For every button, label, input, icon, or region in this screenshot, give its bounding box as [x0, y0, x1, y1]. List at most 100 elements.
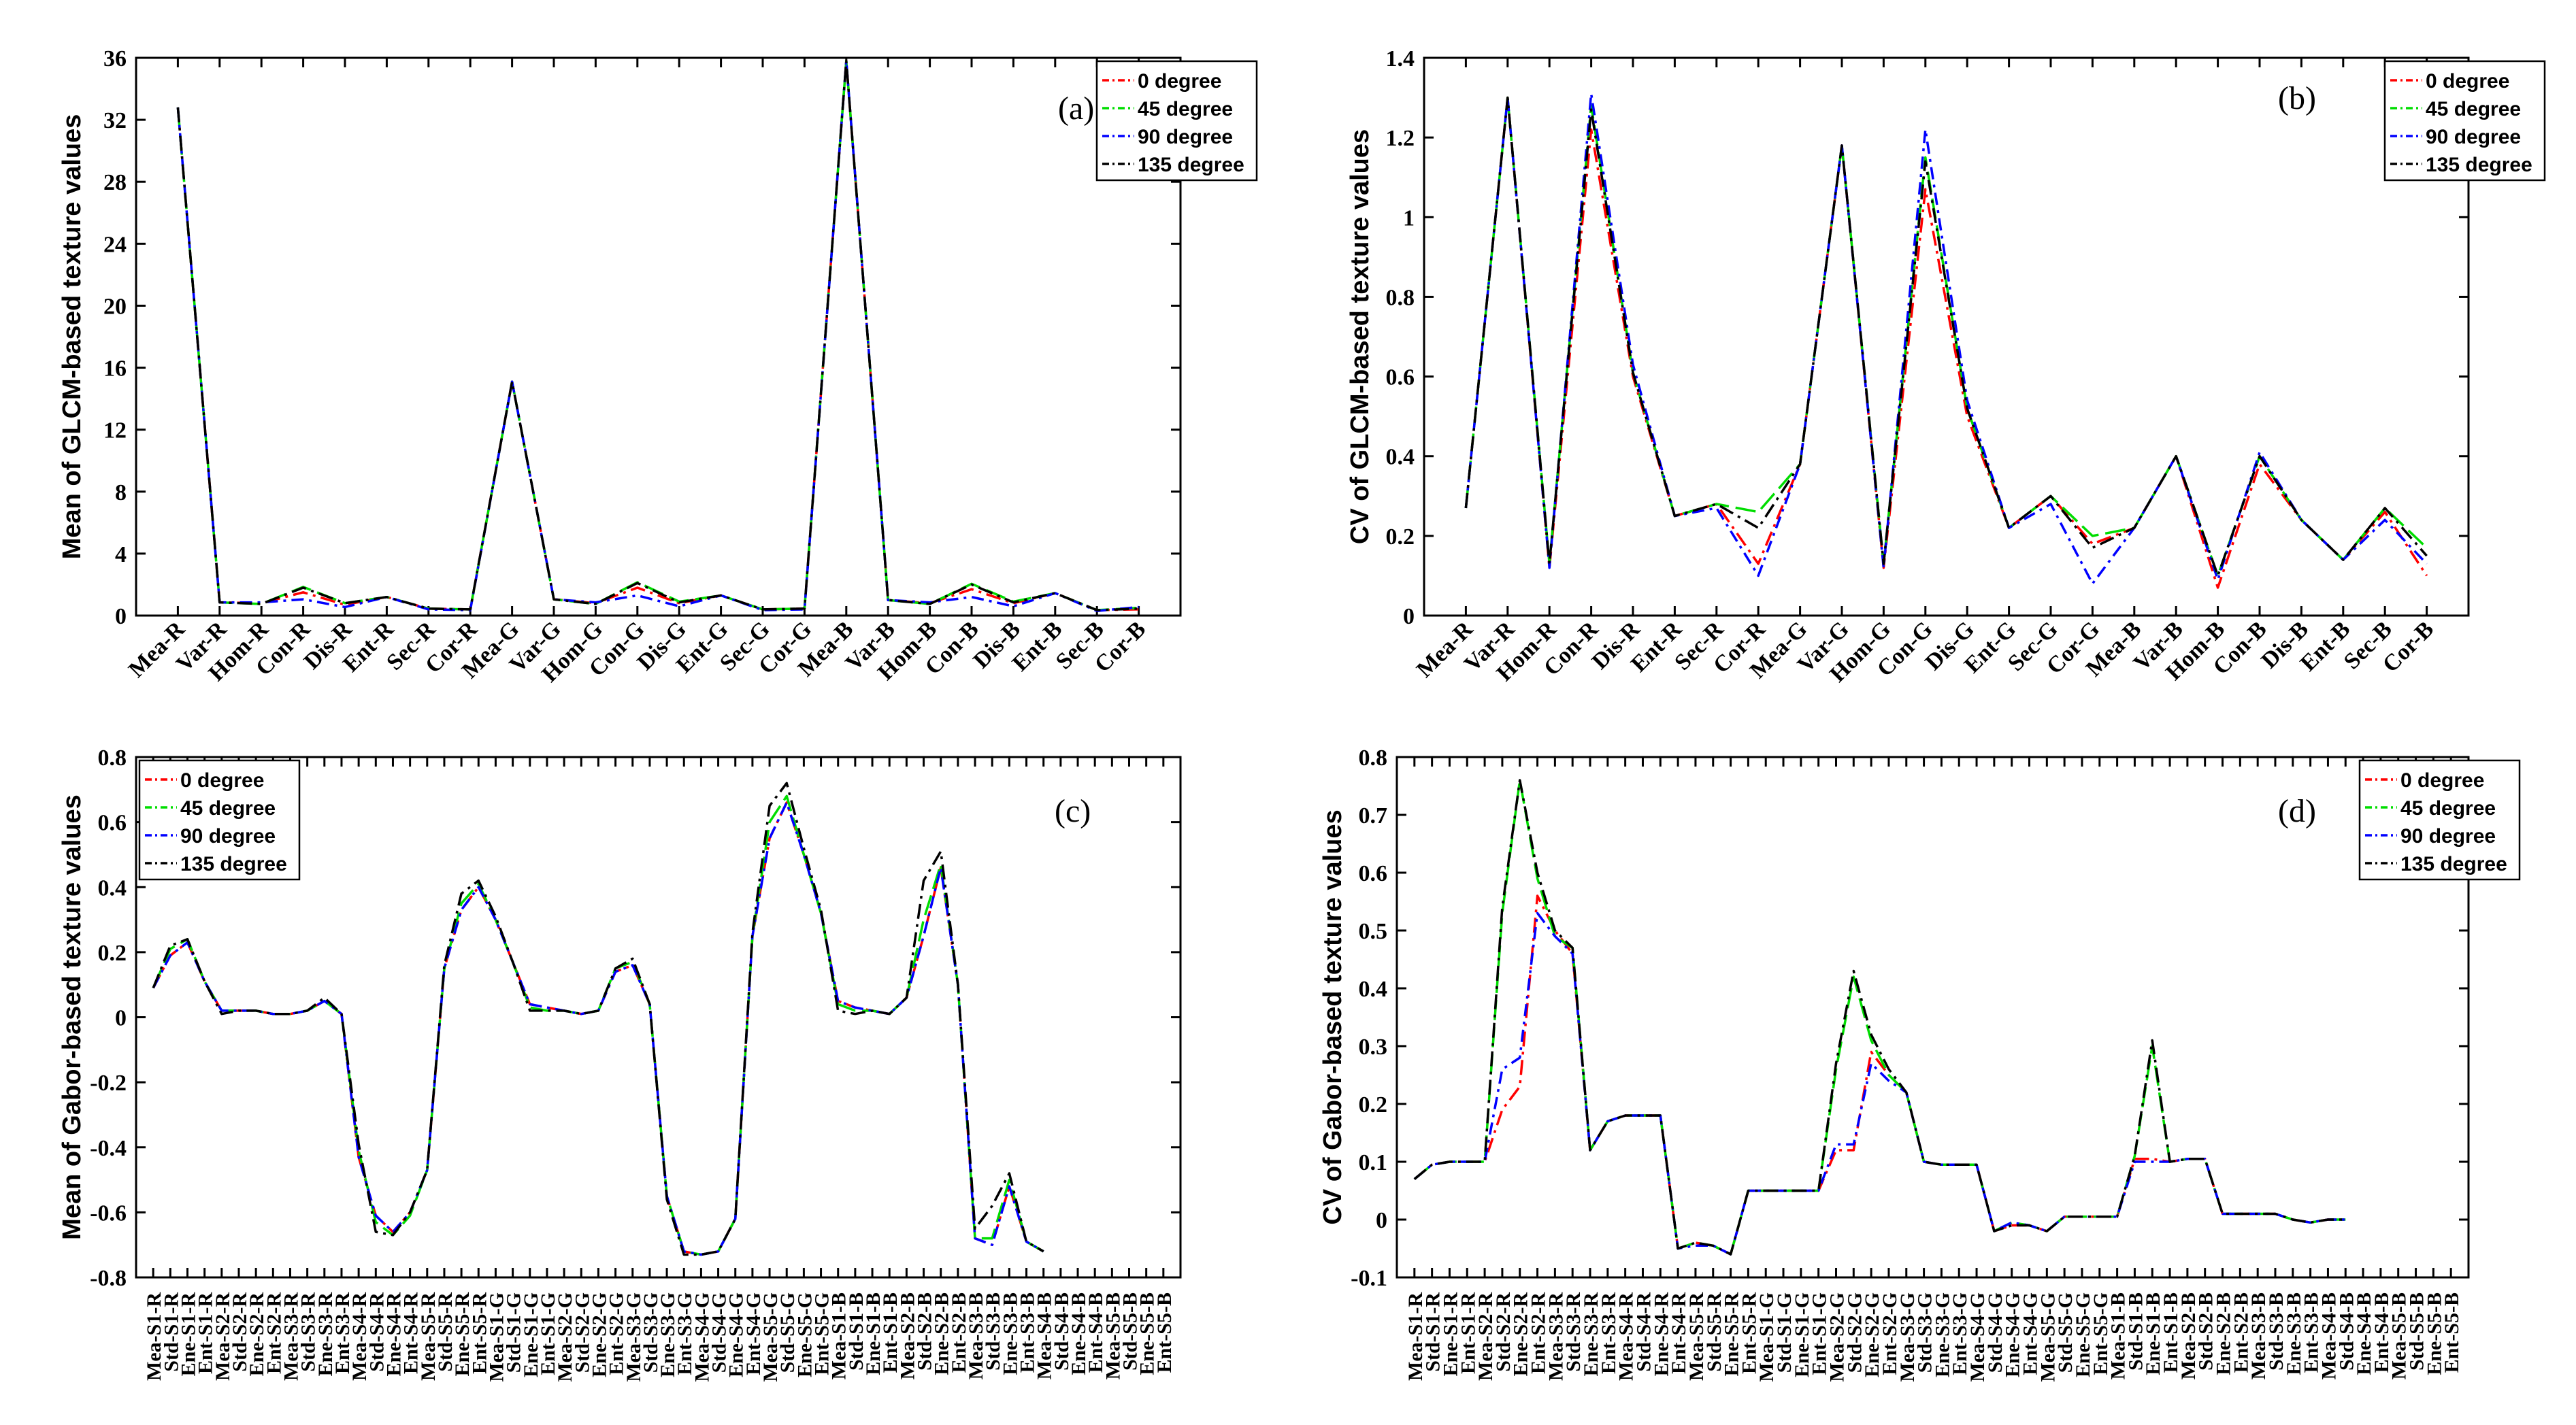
y-tick-label: 8	[115, 480, 127, 505]
x-tick-label: Mea-S4-G	[1966, 1292, 1989, 1382]
y-tick-label: 0.4	[1386, 445, 1415, 470]
x-tick-label: Ent-S4-B	[2371, 1292, 2393, 1373]
y-tick-label: 0.7	[1359, 803, 1388, 828]
series-line-4	[1413, 779, 2346, 1256]
x-tick-label: Std-S1-R	[1422, 1292, 1444, 1372]
legend-entry: 45 degree	[2426, 98, 2521, 120]
x-tick-label: Std-S4-G	[708, 1292, 731, 1373]
x-tick-label: Ene-S3-B	[2283, 1292, 2305, 1375]
y-tick-label: 32	[103, 108, 127, 133]
x-tick-label: Ene-S5-R	[1721, 1292, 1743, 1377]
x-tick-label: Ent-S1-B	[2160, 1292, 2182, 1373]
y-tick-label: 12	[103, 418, 127, 443]
y-tick-label: 0	[1403, 604, 1415, 629]
x-tick-label: Std-S5-G	[2054, 1292, 2077, 1373]
x-tick-label: Ent-S1-B	[879, 1292, 902, 1373]
legend-entry: 135 degree	[2400, 853, 2507, 875]
y-tick-label: 0	[115, 1006, 127, 1031]
series-line-3	[1464, 92, 2428, 585]
y-tick-label: -0.8	[90, 1266, 127, 1291]
legend-entry: 0 degree	[2400, 769, 2484, 792]
x-tick-label: Ent-S2-R	[1528, 1292, 1550, 1374]
legend-entry: 45 degree	[2400, 797, 2496, 820]
x-tick-label: Std-S3-B	[2265, 1292, 2288, 1371]
x-tick-label: Mea-S5-B	[1102, 1292, 1124, 1379]
x-tick-label: Std-S5-R	[434, 1292, 457, 1372]
x-tick-label: Ent-S2-G	[1879, 1292, 1901, 1375]
x-tick-label: Ent-S1-G	[537, 1292, 559, 1375]
x-tick-label: Ent-S4-G	[742, 1292, 765, 1375]
panel-label: (c)	[1055, 793, 1091, 829]
x-tick-label: Std-S2-R	[1492, 1292, 1515, 1372]
x-tick-label: Mea-S1-G	[1755, 1292, 1778, 1382]
x-tick-label: Mea-S5-R	[1685, 1292, 1708, 1381]
y-tick-label: 24	[103, 232, 127, 257]
x-tick-label: Std-S2-B	[914, 1292, 936, 1371]
x-tick-label: Mea-S3-G	[1896, 1292, 1919, 1382]
x-tick-label: Mea-S3-B	[965, 1292, 987, 1379]
y-tick-label: 0.1	[1359, 1150, 1388, 1175]
series-line-4	[176, 59, 1139, 611]
x-tick-label: Mea-S4-B	[1034, 1292, 1056, 1379]
x-tick-label: Ent-S2-G	[606, 1292, 628, 1375]
x-tick-label: Std-S2-R	[229, 1292, 251, 1372]
x-tick-label: Ene-S3-R	[314, 1292, 337, 1377]
plot-area-frame	[1423, 56, 2470, 617]
x-tick-label: Ene-S2-G	[588, 1292, 610, 1377]
y-tick-label: 0.2	[1359, 1092, 1388, 1118]
x-tick-label: Ent-S5-G	[2090, 1292, 2112, 1375]
y-tick-label: 0.6	[98, 811, 127, 836]
y-tick-label: 0.8	[1359, 745, 1388, 771]
x-tick-label: Std-S4-R	[365, 1292, 388, 1372]
x-tick-label: Ene-S2-G	[1861, 1292, 1883, 1377]
y-tick-label: 0.6	[1386, 365, 1415, 390]
x-tick-label: Ent-S3-G	[1949, 1292, 1971, 1375]
x-tick-label: Ene-S4-B	[1068, 1292, 1090, 1375]
x-tick-label: Ene-S1-R	[177, 1292, 199, 1377]
x-tick-label: Ene-S3-G	[1931, 1292, 1953, 1377]
x-tick-label: Mea-S4-R	[1615, 1292, 1638, 1381]
y-axis-label: Mean of GLCM-based texture values	[58, 114, 86, 560]
y-tick-label: 0.6	[1359, 861, 1388, 886]
x-tick-label: Mea-S3-B	[2247, 1292, 2270, 1379]
x-tick-label: Mea-S1-G	[485, 1292, 508, 1382]
x-tick-label: Ent-S2-B	[2230, 1292, 2252, 1373]
x-tick-label: Ene-S4-R	[382, 1292, 405, 1377]
legend-entry: 90 degree	[2400, 825, 2496, 848]
x-tick-label: Std-S1-G	[503, 1292, 525, 1373]
chart-panel-d: -0.100.10.20.30.40.50.60.70.8Mea-S1-RStd…	[1319, 745, 2521, 1382]
panel-label: (a)	[1058, 90, 1094, 127]
x-tick-label: Ent-S4-G	[2019, 1292, 2042, 1375]
y-tick-label: 0.8	[98, 745, 127, 771]
x-tick-label: Ene-S2-R	[1510, 1292, 1532, 1377]
chart-panel-c: -0.8-0.6-0.4-0.200.20.40.60.8Mea-S1-RStd…	[58, 745, 1182, 1382]
y-tick-label: 1	[1403, 205, 1415, 231]
series-line-1	[1413, 894, 2346, 1256]
chart-panel-b: 00.20.40.60.811.21.4Mea-RVar-RHom-RCon-R…	[1346, 46, 2546, 687]
legend-entry: 45 degree	[1138, 98, 1233, 120]
x-tick-label: Ene-S3-G	[657, 1292, 679, 1377]
x-tick-label: Ene-S2-B	[2213, 1292, 2235, 1375]
x-tick-label: Ene-S3-R	[1580, 1292, 1602, 1377]
y-tick-label: 0	[115, 604, 127, 629]
x-tick-label: Ent-S2-B	[948, 1292, 970, 1373]
x-tick-label: Mea-S3-G	[623, 1292, 645, 1382]
x-tick-label: Ent-S5-R	[468, 1292, 491, 1374]
x-tick-label: Ene-S3-B	[999, 1292, 1021, 1375]
x-tick-label: Ent-S2-R	[263, 1292, 285, 1374]
x-tick-label: Std-S2-G	[1843, 1292, 1866, 1373]
x-tick-label: Ent-S5-G	[811, 1292, 833, 1375]
x-tick-label: Mea-S2-R	[1474, 1292, 1497, 1381]
x-tick-label: Ene-S4-B	[2353, 1292, 2375, 1375]
series-line-3	[1413, 911, 2346, 1256]
legend-entry: 90 degree	[180, 825, 276, 848]
x-tick-label: Std-S4-B	[1051, 1292, 1073, 1371]
x-tick-label: Mea-S2-G	[1826, 1292, 1848, 1382]
y-tick-label: 0	[1376, 1208, 1387, 1233]
y-tick-label: -0.6	[90, 1201, 127, 1226]
legend-entry: 135 degree	[1138, 154, 1244, 176]
x-tick-label: Std-S3-R	[297, 1292, 320, 1372]
x-tick-label: Std-S3-G	[1914, 1292, 1936, 1373]
x-tick-label: Ene-S4-G	[2002, 1292, 2024, 1377]
x-tick-label: Mea-S4-R	[348, 1292, 371, 1381]
